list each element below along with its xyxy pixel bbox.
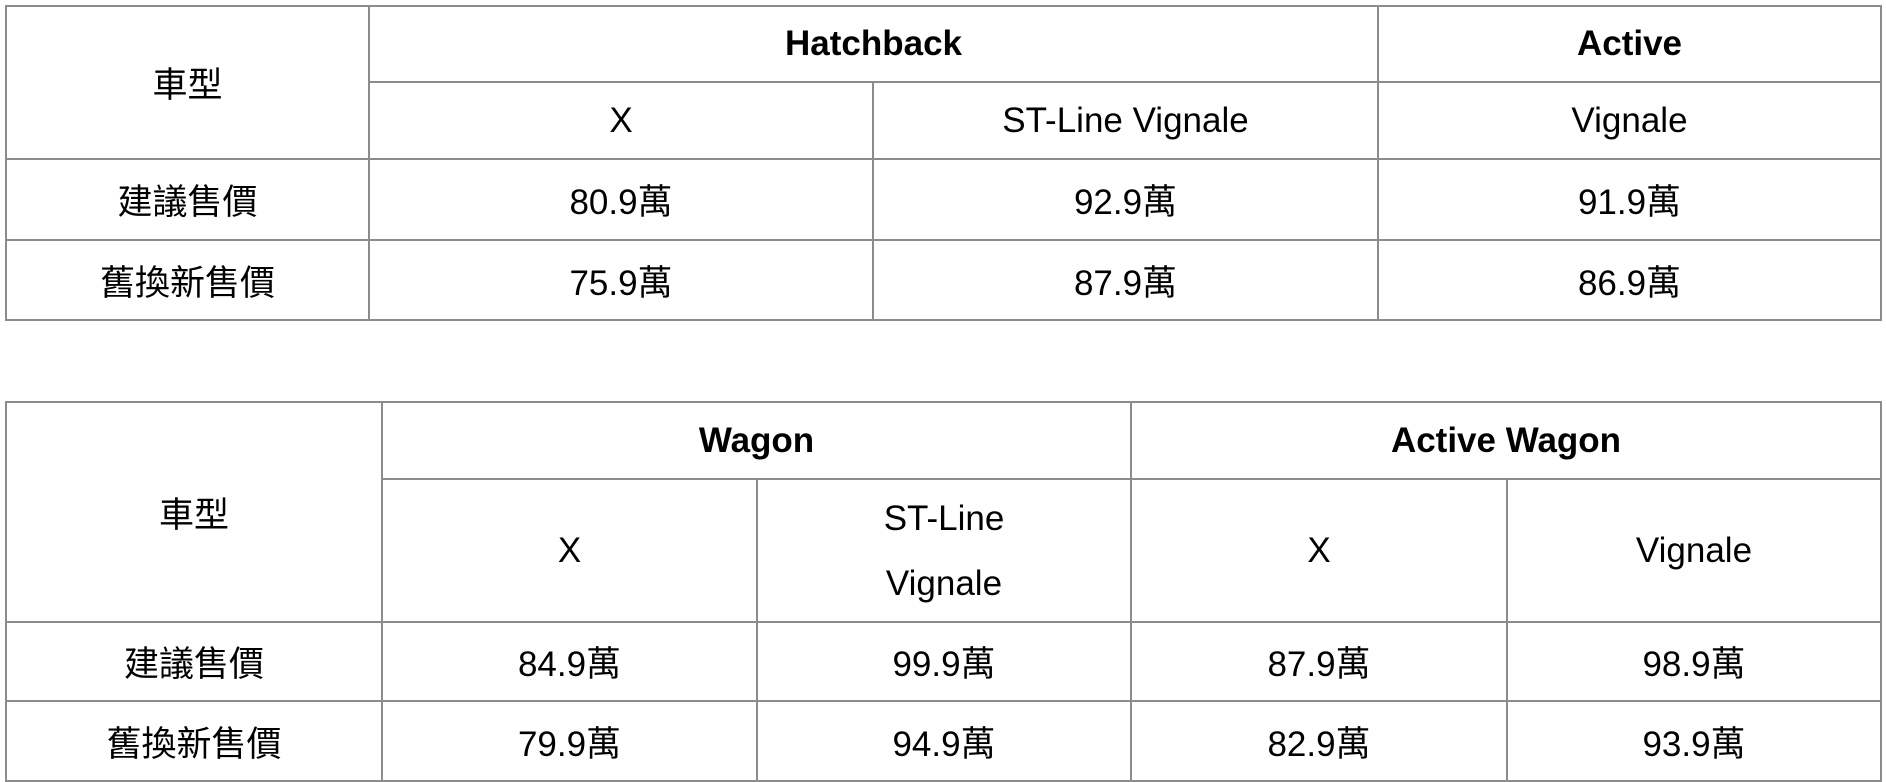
variant-header: Vignale xyxy=(1377,81,1882,160)
header-row: 車型 Hatchback Active xyxy=(5,5,1882,160)
group-header: Hatchback xyxy=(368,5,1379,83)
price-cell: 99.9萬 xyxy=(756,621,1132,702)
header-row: 車型 Wagon Active Wagon xyxy=(5,401,1882,623)
variant-header: Vignale xyxy=(1506,478,1882,623)
row-label: 建議售價 xyxy=(5,621,383,702)
price-cell: 79.9萬 xyxy=(381,700,758,782)
price-cell: 75.9萬 xyxy=(368,239,874,321)
variant-header: X xyxy=(368,81,874,160)
price-table: 車型 Hatchback Active X ST-Line Vignale Vignale… xyxy=(5,5,1882,321)
price-table: 車型 Wagon Active Wagon X ST-Line Vignale X Vign… xyxy=(5,401,1882,782)
price-cell: 91.9萬 xyxy=(1377,158,1882,241)
data-row: 建議售價 80.9萬 92.9萬 91.9萬 xyxy=(5,158,1882,241)
price-cell: 94.9萬 xyxy=(756,700,1132,782)
group-header: Active xyxy=(1377,5,1882,83)
variant-header: X xyxy=(1130,478,1508,623)
corner-cell: 車型 xyxy=(5,401,383,623)
data-row: 舊換新售價 79.9萬 94.9萬 82.9萬 93.9萬 xyxy=(5,700,1882,782)
group-header: Wagon xyxy=(381,401,1132,480)
price-cell: 82.9萬 xyxy=(1130,700,1508,782)
price-cell: 87.9萬 xyxy=(872,239,1379,321)
price-cell: 98.9萬 xyxy=(1506,621,1882,702)
data-row: 建議售價 84.9萬 99.9萬 87.9萬 98.9萬 xyxy=(5,621,1882,702)
price-cell: 80.9萬 xyxy=(368,158,874,241)
price-cell: 93.9萬 xyxy=(1506,700,1882,782)
data-row: 舊換新售價 75.9萬 87.9萬 86.9萬 xyxy=(5,239,1882,321)
price-cell: 86.9萬 xyxy=(1377,239,1882,321)
header-row: X ST-Line Vignale Vignale xyxy=(6,81,1882,160)
price-cell: 87.9萬 xyxy=(1130,621,1508,702)
row-label: 建議售價 xyxy=(5,158,370,241)
price-cell: 84.9萬 xyxy=(381,621,758,702)
variant-header: ST-Line Vignale xyxy=(872,81,1379,160)
corner-cell: 車型 xyxy=(5,5,370,160)
group-header: Active Wagon xyxy=(1130,401,1882,480)
variant-header: X xyxy=(381,478,758,623)
row-label: 舊換新售價 xyxy=(5,700,383,782)
header-row: X ST-Line Vignale X Vignale xyxy=(6,478,1882,623)
variant-header: ST-Line Vignale xyxy=(756,478,1132,623)
price-cell: 92.9萬 xyxy=(872,158,1379,241)
row-label: 舊換新售價 xyxy=(5,239,370,321)
